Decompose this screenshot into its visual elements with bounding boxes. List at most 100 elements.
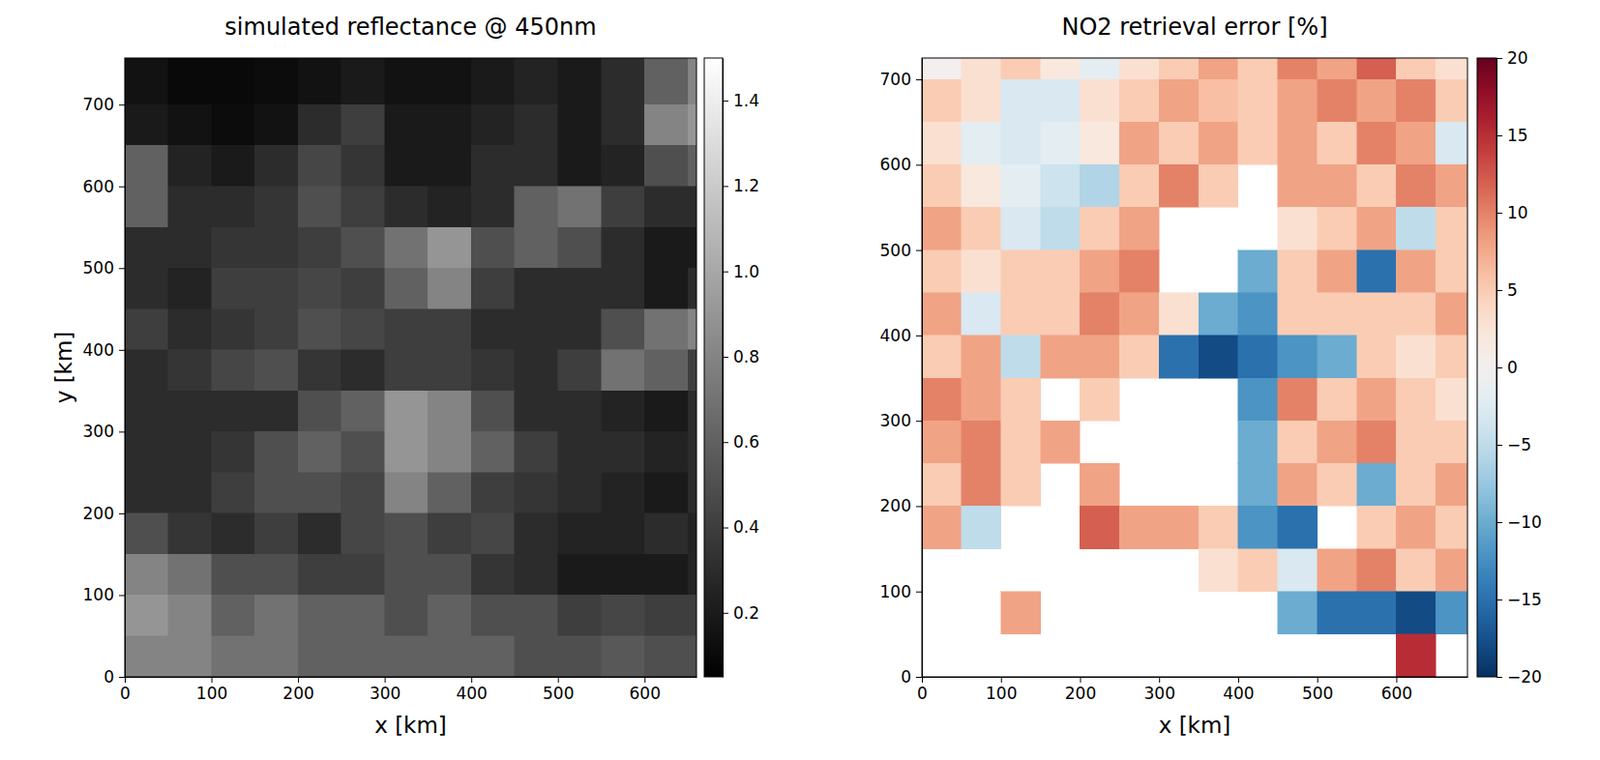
x-axis: 0100200300400500600 [119, 677, 697, 704]
cell [471, 473, 515, 514]
cell [558, 513, 602, 555]
colorbar-axis-tick: 1.2 [722, 176, 760, 196]
cell [471, 513, 515, 555]
y-axis-tick: 100 [83, 585, 125, 605]
cell [644, 594, 688, 636]
cell [1317, 207, 1358, 250]
cell [211, 309, 256, 351]
cell [558, 267, 602, 309]
x-axis-tick-mark [1158, 677, 1160, 683]
cell [385, 227, 429, 268]
cell [385, 513, 429, 555]
cell [211, 104, 256, 146]
x-axis-tick: 200 [1065, 677, 1097, 704]
y-axis-tick-label: 300 [83, 421, 115, 442]
x-axis-tick-mark [558, 677, 560, 683]
cell [1435, 335, 1468, 379]
cell [297, 186, 342, 228]
cell [921, 121, 962, 165]
cell [961, 250, 1002, 294]
cell [427, 636, 472, 678]
cell [124, 513, 169, 555]
x-axis-tick-label: 0 [119, 683, 131, 704]
cell [1238, 378, 1278, 421]
cell [297, 513, 342, 555]
colorbar-axis: 0.20.40.60.81.01.21.4 [722, 59, 760, 679]
colorbar-axis-tick-mark [1496, 58, 1503, 60]
cell [297, 636, 342, 678]
colorbar-axis-tick: 1.0 [722, 262, 760, 282]
cell [1357, 463, 1397, 506]
colorbar-axis-tick-mark [1496, 212, 1503, 214]
colorbar-axis-tick: 20 [1496, 48, 1529, 68]
cell [1317, 592, 1358, 635]
cell [1238, 58, 1278, 80]
cell [961, 505, 1002, 549]
cell [921, 505, 962, 549]
cell [168, 309, 212, 351]
cell [1158, 121, 1199, 165]
cell [1395, 505, 1436, 549]
y-axis-tick-mark [118, 104, 125, 106]
colorbar-axis-tick-label: 1.2 [733, 176, 760, 196]
cell [1357, 549, 1397, 593]
cell [1435, 58, 1468, 80]
x-axis-tick: 500 [542, 677, 574, 704]
cell [341, 267, 386, 309]
cell [168, 594, 212, 636]
cell [1435, 505, 1468, 549]
cell [254, 104, 298, 146]
cell [297, 554, 342, 595]
cell [1277, 592, 1318, 635]
cell [558, 186, 602, 228]
cell [471, 636, 515, 678]
cell [211, 554, 256, 595]
cell [921, 207, 962, 250]
cell [961, 58, 1002, 80]
x-axis-tick-label: 0 [917, 683, 928, 704]
cell [1040, 293, 1081, 336]
y-axis-tick-label: 500 [83, 258, 115, 278]
y-axis-tick-label: 500 [880, 240, 912, 261]
cell [1277, 378, 1318, 421]
cell [341, 554, 386, 595]
colorbar-axis-tick-label: 1.0 [733, 262, 760, 282]
cell [961, 293, 1002, 336]
cell [961, 121, 1002, 165]
cell [1040, 335, 1081, 379]
x-axis-tick-mark [644, 677, 646, 683]
cell [1079, 250, 1120, 294]
cell [297, 594, 342, 636]
y-axis-tick-mark [916, 164, 922, 166]
cell [601, 594, 646, 636]
y-axis-tick-mark [118, 431, 125, 433]
cell [1317, 164, 1358, 208]
x-axis-tick-label: 100 [196, 683, 228, 704]
cell [1395, 592, 1436, 635]
y-axis: 0100200300400500600700 [880, 59, 923, 687]
y-axis-tick-label: 600 [880, 154, 912, 175]
cell [514, 513, 559, 555]
cell [1079, 293, 1120, 336]
x-axis-tick: 300 [369, 677, 401, 704]
cell [341, 186, 386, 228]
x-axis-tick-label: 600 [1381, 683, 1413, 704]
cell [1317, 58, 1358, 80]
x-axis-tick-mark [1079, 677, 1081, 683]
cell [687, 431, 697, 473]
cell [254, 390, 298, 432]
cell [471, 390, 515, 432]
x-axis-tick-mark [1317, 677, 1319, 683]
cell [168, 58, 212, 105]
cell [124, 473, 169, 514]
cell [427, 186, 472, 228]
cell [211, 58, 256, 105]
cell [558, 104, 602, 146]
y-axis-tick: 300 [880, 411, 922, 431]
cell [124, 227, 169, 268]
cell [254, 350, 298, 391]
cell [1317, 420, 1358, 464]
cell [1395, 335, 1436, 379]
y-axis-tick: 0 [103, 667, 125, 687]
x-axis-tick-label: 600 [629, 683, 661, 704]
